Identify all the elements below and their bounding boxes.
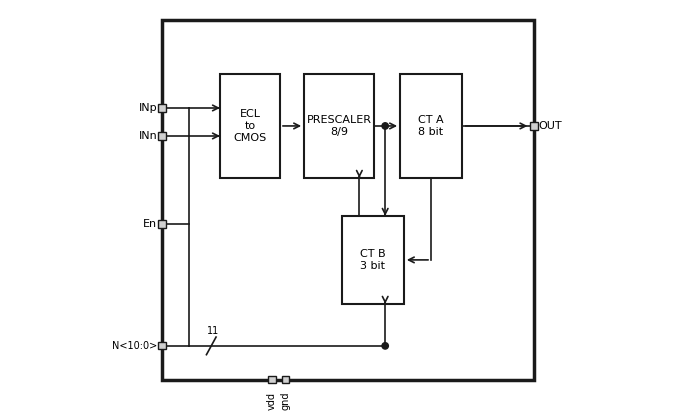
Text: 11: 11: [207, 326, 219, 336]
Bar: [220, 74, 280, 178]
Bar: [158, 342, 166, 349]
Bar: [268, 376, 276, 384]
Bar: [158, 132, 166, 140]
Text: gnd: gnd: [280, 392, 290, 410]
Bar: [400, 74, 462, 178]
Text: ECL
to
CMOS: ECL to CMOS: [233, 109, 267, 143]
Bar: [281, 376, 289, 384]
Text: vdd: vdd: [267, 392, 277, 410]
Bar: [531, 122, 538, 129]
Text: INn: INn: [139, 131, 158, 141]
Bar: [304, 74, 374, 178]
Bar: [342, 216, 404, 304]
Text: PRESCALER
8/9: PRESCALER 8/9: [307, 115, 372, 137]
Text: INp: INp: [139, 103, 158, 113]
Circle shape: [382, 123, 389, 129]
Bar: [158, 220, 166, 227]
Circle shape: [382, 343, 389, 349]
Text: En: En: [143, 219, 158, 229]
Text: N<10:0>: N<10:0>: [112, 341, 158, 351]
Text: OUT: OUT: [539, 121, 562, 131]
Text: CT B
3 bit: CT B 3 bit: [360, 249, 386, 271]
Bar: [158, 104, 166, 112]
Text: CT A
8 bit: CT A 8 bit: [418, 115, 444, 137]
